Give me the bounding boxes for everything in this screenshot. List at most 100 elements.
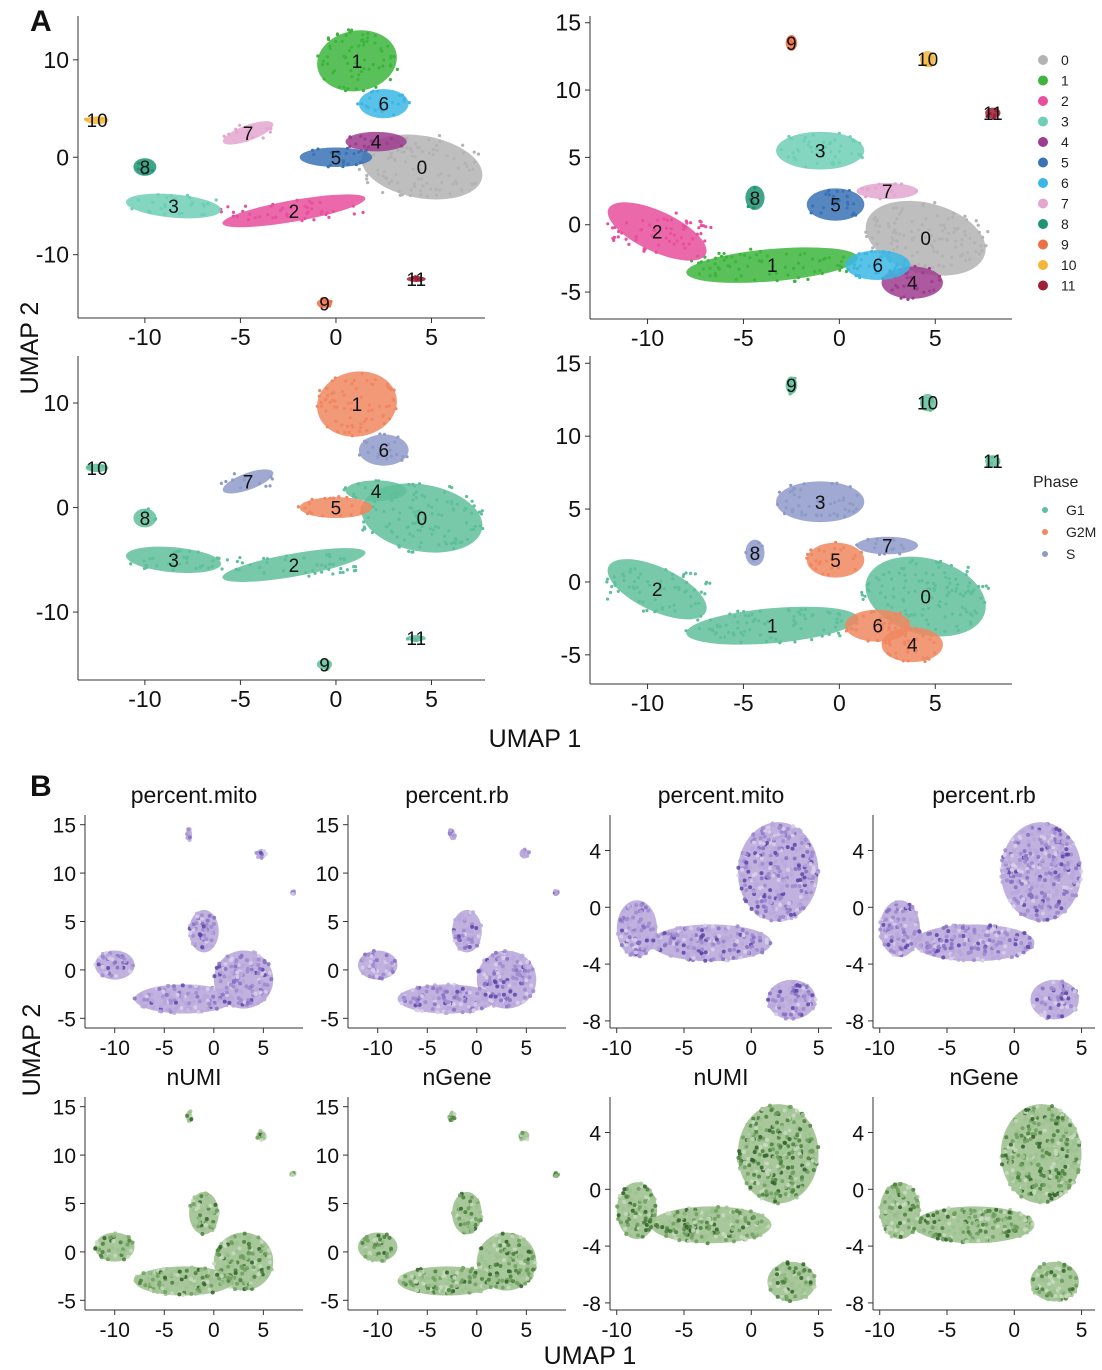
cluster-0-point [412, 510, 416, 514]
cluster-1-point [722, 251, 726, 256]
cluster-0-point [895, 239, 899, 243]
cluster-0-point [393, 158, 397, 163]
cluster-0-point [465, 537, 470, 541]
feature-point [675, 926, 680, 931]
feature-point [212, 915, 217, 920]
feature-point [482, 1260, 487, 1265]
feature-point [802, 994, 807, 999]
feature-point [1049, 867, 1054, 872]
feature-point [203, 1222, 208, 1227]
feature-point [972, 927, 977, 932]
feature-point [1011, 862, 1016, 867]
cluster-0-point [431, 528, 435, 532]
cluster-0-point [930, 243, 934, 247]
feature-point [1001, 950, 1006, 955]
cluster-1-point [796, 276, 800, 280]
cluster-5-point [354, 163, 359, 167]
cluster-1-point [366, 32, 370, 36]
cluster-1-point [391, 397, 395, 401]
cluster-11-point [985, 456, 989, 460]
cluster-2-point [634, 235, 638, 239]
feature-point [467, 1274, 472, 1279]
cluster-6-point [384, 101, 388, 105]
cluster-1-point [818, 268, 822, 272]
cluster-0-point [942, 264, 946, 268]
cluster-1-point [758, 249, 763, 254]
feature-point [780, 859, 785, 864]
feature-point [210, 943, 215, 948]
feature-point [695, 954, 700, 959]
feature-point [639, 909, 644, 914]
feature-point [710, 947, 715, 952]
feature-point [1035, 883, 1040, 888]
y-tick-label: -5 [320, 1290, 339, 1313]
cluster-1-point [320, 63, 325, 67]
cluster-0-point [419, 193, 423, 197]
cluster-2-point [665, 218, 669, 222]
cluster-7-body [222, 469, 274, 494]
cluster-3-point [800, 510, 804, 514]
cluster-1-point [359, 425, 363, 430]
feature-point [720, 944, 725, 949]
cluster-1-point [803, 251, 807, 255]
cluster-1-point [755, 253, 759, 257]
cluster-0-point [455, 502, 460, 506]
cluster-0-point [443, 490, 447, 495]
cluster-2-point [664, 236, 668, 240]
feature-point [476, 1288, 481, 1293]
cluster-2-point [637, 599, 641, 604]
feature-point [528, 994, 533, 999]
feature-point [1007, 898, 1012, 903]
feature-point [237, 1246, 242, 1251]
feature-point [157, 1009, 162, 1014]
feature-point [1039, 834, 1044, 839]
feature-point [435, 1010, 440, 1015]
feature-point [901, 938, 906, 943]
cluster-0-point [464, 494, 469, 499]
feature-point [247, 986, 252, 991]
cluster-0-point [941, 229, 945, 233]
feature-point [981, 928, 986, 933]
cluster-0-point [945, 585, 950, 589]
cluster-1-point [325, 393, 330, 398]
cluster-2-point [634, 238, 638, 242]
cluster-6-point [400, 458, 404, 462]
cluster-3-point [172, 564, 177, 568]
cluster-3-point [782, 512, 787, 516]
feature-point [417, 1272, 422, 1277]
cluster-6-body [845, 250, 911, 280]
cluster-0-point [956, 582, 960, 587]
cluster-label-2: 2 [289, 202, 300, 223]
cluster-3-point [816, 505, 820, 509]
cluster-0-point [969, 592, 974, 596]
cluster-3-point [848, 501, 852, 506]
feature-blob [615, 900, 658, 959]
cluster-0-point [476, 152, 481, 156]
cluster-2-point [280, 206, 285, 210]
feature-point [784, 839, 789, 844]
cluster-4-point [928, 289, 932, 293]
cluster-3-point [162, 212, 167, 216]
feature-point [430, 1283, 435, 1288]
cluster-1-point [349, 69, 353, 73]
feature-point [753, 883, 758, 888]
feature-blob [357, 1232, 398, 1263]
feature-point [798, 988, 803, 993]
feature-point [788, 986, 793, 991]
feature-point [234, 958, 239, 963]
cluster-6-point [376, 455, 380, 459]
y-tick-label: 5 [327, 1194, 339, 1217]
feature-point [1062, 891, 1067, 896]
cluster-1-point [354, 61, 358, 65]
cluster-2-point [673, 585, 677, 589]
feature-point [473, 1001, 478, 1006]
feature-point [1056, 997, 1061, 1002]
feature-point [633, 950, 638, 955]
cluster-2-point [656, 243, 661, 247]
feature-point [479, 1276, 484, 1281]
cluster-1-point [791, 623, 796, 628]
cluster-0-point [963, 591, 968, 595]
feature-point [1043, 851, 1048, 856]
facet-title: percent.mito [131, 782, 258, 808]
feature-point [530, 967, 535, 972]
